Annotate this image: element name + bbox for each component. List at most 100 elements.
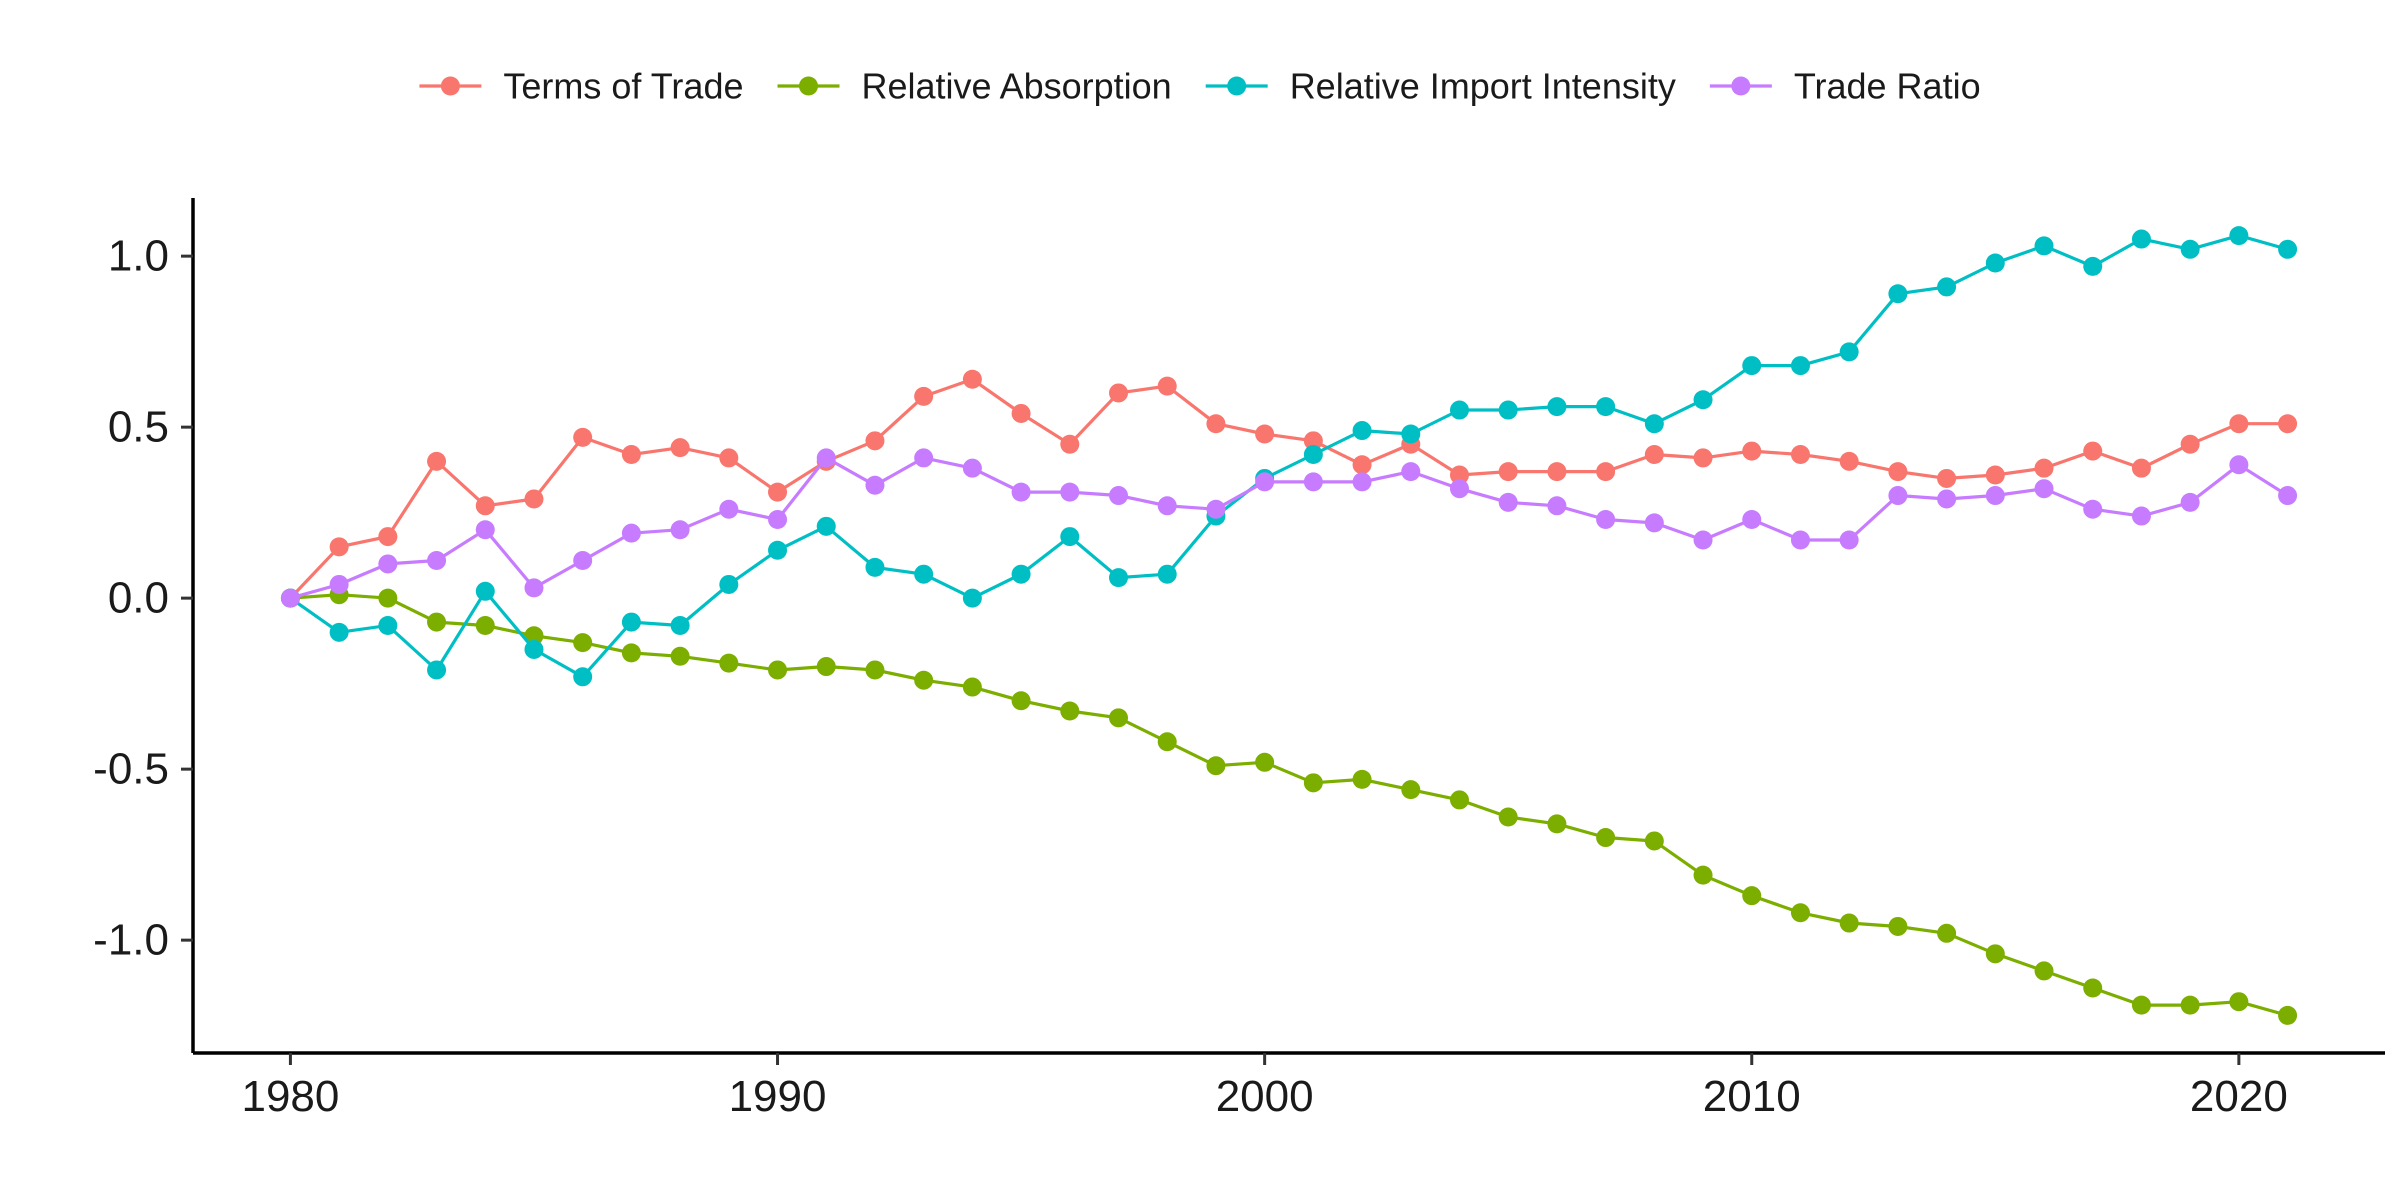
data-point-relative-import-intensity <box>1498 400 1518 420</box>
data-point-relative-import-intensity <box>1985 253 2005 273</box>
data-point-terms-of-trade <box>2229 414 2249 434</box>
data-point-relative-import-intensity <box>816 516 836 536</box>
data-point-relative-absorption <box>962 677 982 697</box>
data-point-relative-import-intensity <box>670 616 690 635</box>
legend-label: Trade Ratio <box>1794 66 1981 107</box>
x-tick-label: 2020 <box>2190 1072 2288 1121</box>
data-point-relative-absorption <box>1790 903 1810 923</box>
legend-item-relative-absorption: Relative Absorption <box>777 66 1172 107</box>
data-point-trade-ratio <box>1498 492 1518 512</box>
data-point-terms-of-trade <box>865 431 885 451</box>
data-point-trade-ratio <box>2278 486 2298 506</box>
data-point-terms-of-trade <box>1303 431 1323 451</box>
data-point-terms-of-trade <box>2278 414 2298 434</box>
data-point-trade-ratio <box>768 509 788 529</box>
data-point-terms-of-trade <box>1937 468 1957 488</box>
data-point-terms-of-trade <box>1060 434 1080 454</box>
data-point-relative-import-intensity <box>1693 390 1713 410</box>
data-point-relative-absorption <box>1985 944 2005 964</box>
data-point-trade-ratio <box>2034 479 2054 499</box>
data-point-relative-import-intensity <box>768 540 788 560</box>
data-point-relative-absorption <box>1352 769 1372 789</box>
legend-key-marker <box>1731 76 1751 96</box>
data-point-trade-ratio <box>280 588 300 608</box>
data-point-trade-ratio <box>329 574 349 594</box>
data-point-trade-ratio <box>621 523 641 543</box>
data-point-relative-import-intensity <box>621 612 641 632</box>
data-point-relative-import-intensity <box>2034 236 2054 256</box>
data-point-relative-import-intensity <box>1839 342 1859 362</box>
data-point-relative-absorption <box>1839 913 1859 933</box>
data-point-relative-absorption <box>865 660 885 680</box>
data-point-terms-of-trade <box>475 496 495 516</box>
data-point-relative-absorption <box>1498 807 1518 827</box>
data-point-trade-ratio <box>378 554 398 574</box>
data-point-terms-of-trade <box>1206 414 1226 434</box>
data-point-trade-ratio <box>2083 499 2103 519</box>
data-point-terms-of-trade <box>1498 462 1518 482</box>
data-point-terms-of-trade <box>1157 376 1177 396</box>
data-point-trade-ratio <box>1060 482 1080 502</box>
data-point-relative-import-intensity <box>1596 397 1616 417</box>
data-point-relative-import-intensity <box>865 557 885 577</box>
data-point-relative-absorption <box>475 616 495 635</box>
data-point-terms-of-trade <box>2180 434 2200 454</box>
legend-item-trade-ratio: Trade Ratio <box>1709 66 1981 107</box>
y-tick-label: 0.5 <box>108 403 169 452</box>
data-point-terms-of-trade <box>914 386 934 406</box>
data-point-relative-import-intensity <box>524 639 544 659</box>
data-point-relative-absorption <box>2278 1005 2298 1025</box>
x-tick-label: 2010 <box>1703 1072 1801 1121</box>
data-point-relative-import-intensity <box>329 622 349 642</box>
x-tick-label: 1990 <box>729 1072 827 1121</box>
data-point-terms-of-trade <box>621 445 641 464</box>
data-point-trade-ratio <box>573 551 593 571</box>
data-point-relative-import-intensity <box>2180 239 2200 259</box>
data-point-relative-import-intensity <box>1888 284 1908 304</box>
data-point-terms-of-trade <box>768 482 788 502</box>
data-point-relative-import-intensity <box>2229 226 2249 246</box>
data-point-relative-absorption <box>914 670 934 690</box>
data-point-trade-ratio <box>1790 530 1810 550</box>
data-point-relative-absorption <box>1937 923 1957 943</box>
data-point-terms-of-trade <box>1011 403 1031 423</box>
data-point-trade-ratio <box>1888 486 1908 506</box>
data-point-relative-absorption <box>1596 828 1616 848</box>
legend-item-relative-import-intensity: Relative Import Intensity <box>1205 66 1676 107</box>
data-point-trade-ratio <box>816 448 836 468</box>
data-point-relative-absorption <box>1255 752 1275 772</box>
data-point-relative-absorption <box>2034 961 2054 981</box>
data-point-terms-of-trade <box>378 527 398 547</box>
data-point-relative-absorption <box>621 643 641 663</box>
data-point-trade-ratio <box>2180 492 2200 512</box>
data-point-relative-absorption <box>2229 992 2249 1012</box>
data-point-relative-import-intensity <box>1303 445 1323 464</box>
data-point-terms-of-trade <box>2083 441 2103 461</box>
data-point-relative-import-intensity <box>1742 356 1762 376</box>
data-point-relative-import-intensity <box>914 564 934 584</box>
legend-key-marker <box>440 76 460 96</box>
data-point-relative-import-intensity <box>573 667 593 687</box>
y-tick-label: 1.0 <box>108 232 169 281</box>
data-point-terms-of-trade <box>1109 383 1129 403</box>
data-point-terms-of-trade <box>670 438 690 458</box>
data-point-relative-import-intensity <box>1790 356 1810 376</box>
data-point-relative-import-intensity <box>1352 421 1372 441</box>
data-point-terms-of-trade <box>1839 451 1859 471</box>
data-point-trade-ratio <box>475 520 495 540</box>
data-point-relative-import-intensity <box>1011 564 1031 584</box>
series-relative-absorption <box>280 585 2298 1025</box>
data-point-relative-import-intensity <box>2083 256 2103 276</box>
axes: 1.0 0.5 0.0 -0.5 -1.0 1980 1990 2000 2010 2020 <box>93 198 2385 1121</box>
data-point-relative-absorption <box>1401 780 1421 800</box>
data-point-terms-of-trade <box>1888 462 1908 482</box>
data-point-terms-of-trade <box>1352 455 1372 475</box>
data-point-relative-absorption <box>427 612 447 632</box>
data-point-terms-of-trade <box>1449 465 1469 485</box>
data-point-terms-of-trade <box>2131 458 2151 478</box>
data-point-trade-ratio <box>1742 509 1762 529</box>
data-point-trade-ratio <box>427 551 447 571</box>
data-point-trade-ratio <box>1255 472 1275 492</box>
data-point-relative-import-intensity <box>719 574 739 594</box>
